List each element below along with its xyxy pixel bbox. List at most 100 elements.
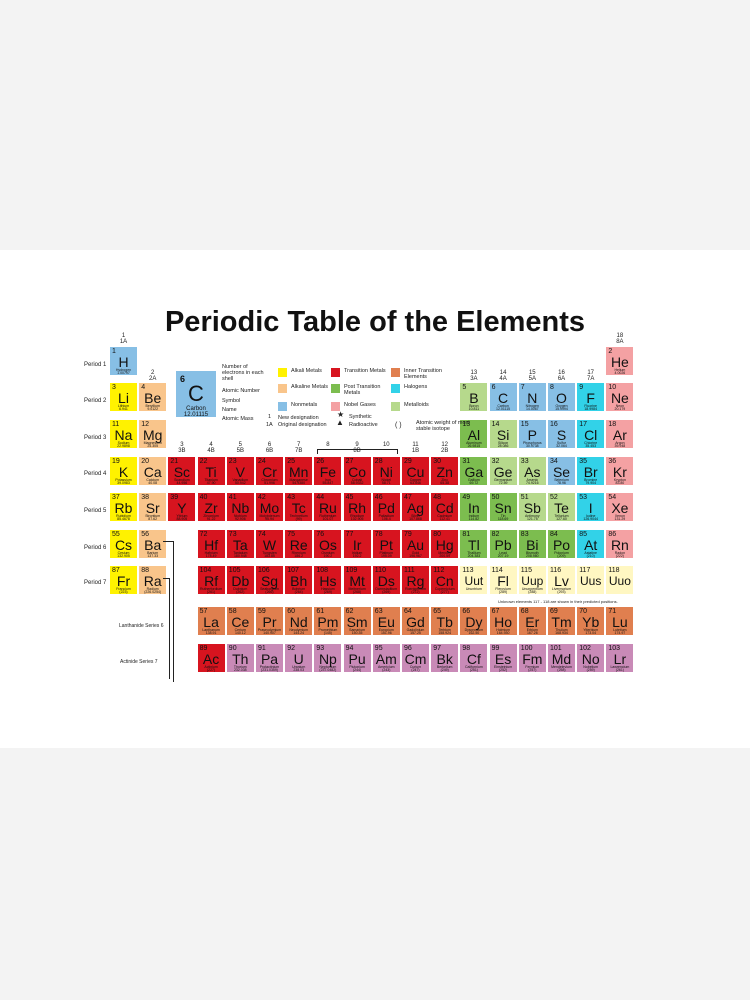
element-name: Oxygen: [555, 404, 568, 408]
element-symbol: Cs: [114, 537, 133, 553]
element-symbol: Pu: [348, 651, 366, 667]
element-pb: 82 Pb Lead 207.19: [488, 529, 518, 559]
element-symbol: Th: [232, 651, 249, 667]
element-fe: 26 Fe Iron 55.847: [313, 456, 343, 486]
element-number: 40: [199, 494, 208, 501]
element-number: 42: [258, 494, 266, 501]
element-lv: 116 Lv Livermorium (293): [547, 565, 576, 595]
element-number: 86: [608, 531, 617, 538]
element-number: 62: [345, 608, 354, 615]
element-p: 15 P Phosphorus 30.9738: [517, 419, 547, 449]
legend-swatch: [391, 384, 400, 393]
series-connector: [163, 541, 174, 682]
series-label: Lanthanide Series 6: [119, 623, 164, 629]
element-name: Molybdenum: [259, 514, 280, 518]
element-name: Thallium: [467, 551, 481, 555]
element-number: 35: [579, 458, 587, 465]
group-number: 10: [382, 442, 390, 448]
element-number: 104: [199, 567, 212, 574]
element-name: Ununpentium: [521, 587, 543, 591]
element-symbol: Cm: [404, 651, 427, 667]
element-symbol: Ds: [377, 573, 395, 589]
element-name: Copernicium: [434, 587, 455, 591]
element-number: 21: [170, 458, 179, 465]
element-number: 81: [462, 531, 471, 538]
element-symbol: S: [556, 427, 567, 443]
element-symbol: Ca: [143, 464, 162, 480]
element-number: 88: [141, 567, 149, 574]
element-number: 91: [258, 645, 266, 652]
element-mass: (289): [499, 590, 508, 594]
element-mass: 102.905: [350, 517, 364, 521]
element-ne: 10 Ne Neon 20.179: [605, 382, 635, 412]
group-number: 18: [616, 333, 624, 339]
element-mass: 65.38: [440, 481, 450, 485]
element-s: 16 S Sulfur 32.064: [547, 419, 576, 449]
element-symbol: Ge: [493, 464, 513, 480]
element-mass: (272): [411, 590, 420, 594]
element-mass: (257): [528, 668, 537, 672]
element-number: 43: [287, 494, 295, 501]
period-label: Period 5: [84, 508, 107, 514]
element-number: 76: [316, 531, 325, 538]
element-mn: 25 Mn Manganese 54.9380: [284, 456, 314, 486]
element-symbol: Br: [583, 464, 598, 480]
element-name: Actinium: [204, 665, 218, 669]
element-name: Ununtrium: [465, 587, 482, 591]
group-header: 9 8B: [343, 442, 372, 454]
element-mass: 51.996: [264, 481, 275, 485]
element-mass: 186.2: [294, 554, 304, 558]
element-name: Argon: [615, 441, 625, 445]
element-mass: 132.905: [117, 554, 130, 558]
element-mass: 14.0067: [525, 407, 539, 411]
element-symbol: Sg: [260, 573, 279, 589]
legend-category-label: Inner Transition Elements: [404, 368, 442, 380]
element-name: Tellurium: [554, 514, 569, 518]
element-number: 92: [287, 645, 295, 652]
element-cn: 112 Cn Copernicium (277): [430, 565, 460, 595]
element-name: Nitrogen: [525, 404, 539, 408]
group-number: 2: [151, 370, 155, 376]
element-symbol: At: [584, 537, 598, 553]
element-rn: 86 Rn Radon (222): [605, 529, 635, 559]
element-ba: 56 Ba Barium 137.33: [138, 529, 168, 559]
element-name: Praseodymium: [257, 628, 282, 632]
group-header: 14 4A: [489, 370, 518, 382]
element-symbol: Ir: [352, 537, 362, 553]
element-number: 101: [550, 645, 562, 652]
element-name: Indium: [468, 514, 480, 518]
element-mg: 12 Mg Magnesium 24.305: [138, 419, 168, 449]
element-symbol: H: [118, 354, 129, 370]
element-symbol: Ne: [610, 390, 629, 406]
element-number: 87: [112, 567, 120, 574]
element-mass: 1.00797: [117, 371, 130, 375]
element-symbol: Rh: [348, 500, 367, 516]
unknown-elements-note: Unknown elements 117 - 118 are shown in …: [498, 599, 618, 604]
element-number: 9: [579, 384, 584, 391]
element-mass: (244): [353, 668, 362, 672]
element-name: Roentgenium: [405, 587, 426, 591]
element-mass: 183.85: [264, 554, 275, 558]
element-number: 116: [550, 567, 562, 574]
element-number: 64: [404, 608, 412, 615]
element-name: Ytterbium: [583, 628, 599, 632]
element-symbol: Li: [118, 390, 129, 406]
element-number: 51: [520, 494, 529, 501]
element-number: 118: [608, 567, 620, 574]
group-header: 8: [313, 442, 342, 448]
element-al: 13 Al Aluminum 26.9815: [459, 419, 489, 449]
element-number: 65: [433, 608, 441, 615]
element-w: 74 W Tungsten 183.85: [255, 529, 284, 559]
element-number: 41: [228, 494, 237, 501]
element-be: 4 Be Beryllium 9.0122: [138, 382, 168, 412]
element-number: 10: [608, 384, 617, 391]
element-mass: 167.26: [526, 631, 538, 635]
element-symbol: No: [581, 651, 600, 667]
element-number: 55: [112, 531, 120, 538]
element-symbol: He: [610, 354, 629, 370]
element-symbol: Cd: [435, 500, 454, 516]
element-tc: 43 Tc Technetium (99): [284, 492, 314, 522]
element-mass: 158.924: [438, 631, 452, 635]
element-number: 15: [520, 421, 529, 428]
element-number: 75: [287, 531, 295, 538]
